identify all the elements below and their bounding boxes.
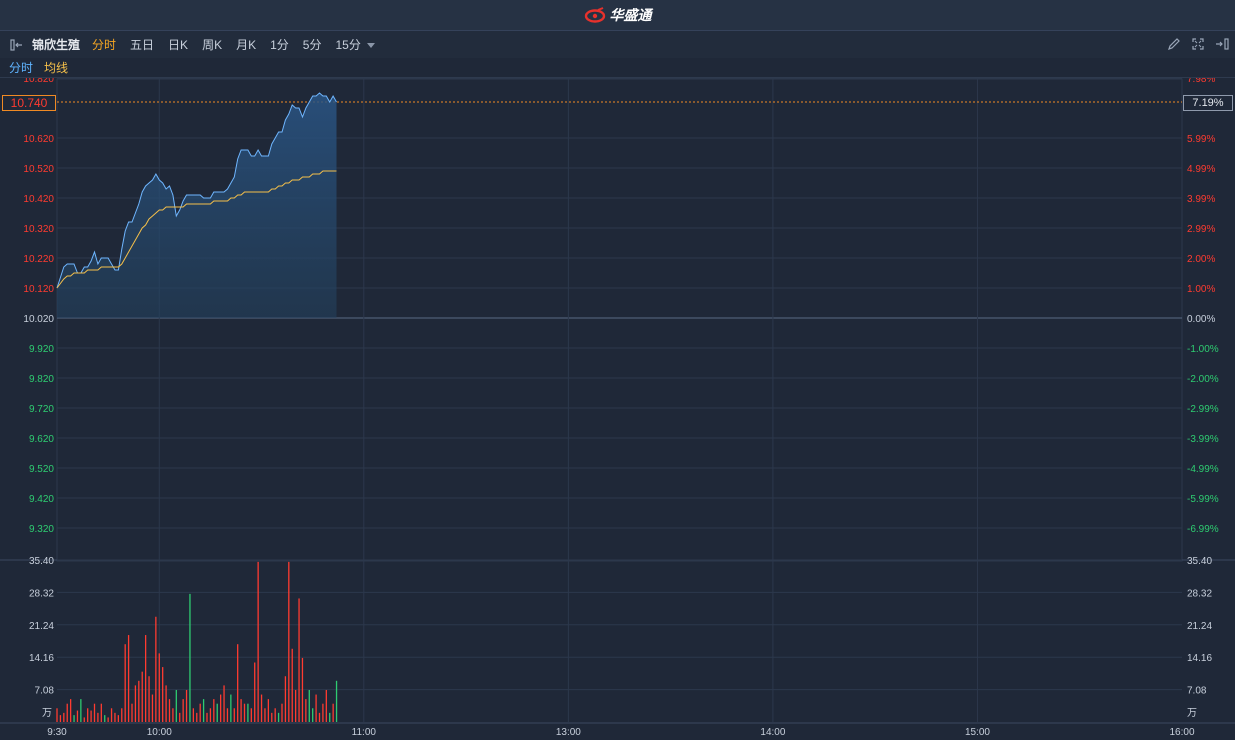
price-pane-frame (56, 78, 1183, 562)
price-axis-label: 9.920 (29, 344, 54, 355)
stock-name: 锦欣生殖 (32, 38, 81, 52)
tab-5min[interactable]: 5分 (302, 38, 322, 52)
price-axis-label: 10.420 (23, 194, 54, 205)
pct-axis-label: 7.98% (1187, 78, 1215, 85)
pct-axis-label: -3.99% (1187, 434, 1219, 445)
time-axis-label: 16:00 (1169, 727, 1194, 738)
volume-axis-label: 21.24 (29, 621, 54, 632)
time-axis-label: 9:30 (47, 727, 67, 738)
price-axis-label: 10.820 (23, 78, 54, 85)
tab-intraday[interactable]: 分时 (92, 38, 117, 52)
pct-axis-label: -5.99% (1187, 494, 1219, 505)
pct-axis-label: 2.00% (1187, 254, 1215, 265)
price-axis-label: 10.120 (23, 284, 54, 295)
price-area-fill (57, 93, 337, 318)
collapse-left-icon[interactable] (10, 38, 24, 52)
time-axis-label: 15:00 (965, 727, 990, 738)
price-axis-label: 10.620 (23, 134, 54, 145)
pct-axis-label: -2.99% (1187, 404, 1219, 415)
current-pct-tag: 7.19% (1183, 95, 1233, 111)
volume-axis-label: 28.32 (29, 588, 54, 599)
volume-axis-label-right: 7.08 (1187, 686, 1207, 697)
legend-price-line: 分时 (9, 61, 34, 75)
current-price-tag: 10.740 (2, 95, 56, 111)
pct-axis-label: 0.00% (1187, 314, 1215, 325)
legend-average-line: 均线 (44, 61, 69, 75)
average-series-line (56, 170, 337, 289)
pct-axis-label: 2.99% (1187, 224, 1215, 235)
price-axis-label: 9.620 (29, 434, 54, 445)
tab-daily-k[interactable]: 日K (168, 38, 189, 52)
time-axis-label: 11:00 (352, 727, 377, 738)
price-axis-label: 10.320 (23, 224, 54, 235)
price-axis-label: 10.220 (23, 254, 54, 265)
pct-axis-label: 4.99% (1187, 164, 1215, 175)
pct-axis-label: -6.99% (1187, 524, 1219, 535)
pct-axis-label: -2.00% (1187, 374, 1219, 385)
time-axis-label: 10:00 (147, 727, 172, 738)
volume-axis-label: 7.08 (35, 686, 55, 697)
price-axis-label: 9.720 (29, 404, 54, 415)
price-series-line (56, 92, 337, 289)
brand-logo: 华盛通 (584, 5, 652, 25)
tab-15min[interactable]: 15分 (335, 38, 361, 52)
price-axis-label: 9.520 (29, 464, 54, 475)
pct-axis-label: -4.99% (1187, 464, 1219, 475)
volume-axis-label: 14.16 (29, 653, 54, 664)
tab-weekly-k[interactable]: 周K (202, 38, 223, 52)
price-axis-label: 10.020 (23, 314, 54, 325)
brand-name: 华盛通 (609, 7, 652, 23)
chevron-down-icon[interactable] (366, 43, 375, 48)
volume-axis-label-right: 21.24 (1187, 621, 1212, 632)
app-title-bar: 华盛通 (0, 0, 1235, 31)
brand-icon (584, 7, 605, 23)
intraday-chart[interactable]: 10.820 7.98% 10.620 5.99% 10.520 4.99% 10.420 3… (0, 78, 1235, 740)
time-axis-label: 14:00 (760, 727, 785, 738)
volume-axis-label-right: 28.32 (1187, 588, 1212, 599)
pct-axis-label: 5.99% (1187, 134, 1215, 145)
pct-axis-label: -1.00% (1187, 344, 1219, 355)
price-axis-label: 10.520 (23, 164, 54, 175)
collapse-right-icon[interactable] (1215, 37, 1229, 51)
volume-axis-label-right: 14.16 (1187, 653, 1212, 664)
tab-1min[interactable]: 1分 (270, 38, 289, 52)
time-axis-label: 13:00 (556, 727, 581, 738)
tab-monthly-k[interactable]: 月K (236, 38, 257, 52)
pct-axis-label: 3.99% (1187, 194, 1215, 205)
volume-axis-label: 35.40 (29, 556, 54, 567)
toolbar-right-tools (1167, 37, 1229, 51)
tab-five-day[interactable]: 五日 (130, 38, 155, 52)
volume-axis-label-right: 35.40 (1187, 556, 1212, 567)
price-axis-label: 9.320 (29, 524, 54, 535)
chart-toolbar: 锦欣生殖 分时 五日 日K 周K 月K 1分 5分 15分 (0, 31, 1235, 58)
chart-legend: 分时 均线 (0, 58, 1235, 78)
fullscreen-icon[interactable] (1191, 37, 1205, 51)
pct-axis-label: 1.00% (1187, 284, 1215, 295)
volume-unit-label: 万 (42, 708, 52, 719)
price-axis-label: 9.420 (29, 494, 54, 505)
price-axis-label: 9.820 (29, 374, 54, 385)
pencil-icon[interactable] (1167, 37, 1181, 51)
volume-unit-label-right: 万 (1187, 708, 1197, 719)
